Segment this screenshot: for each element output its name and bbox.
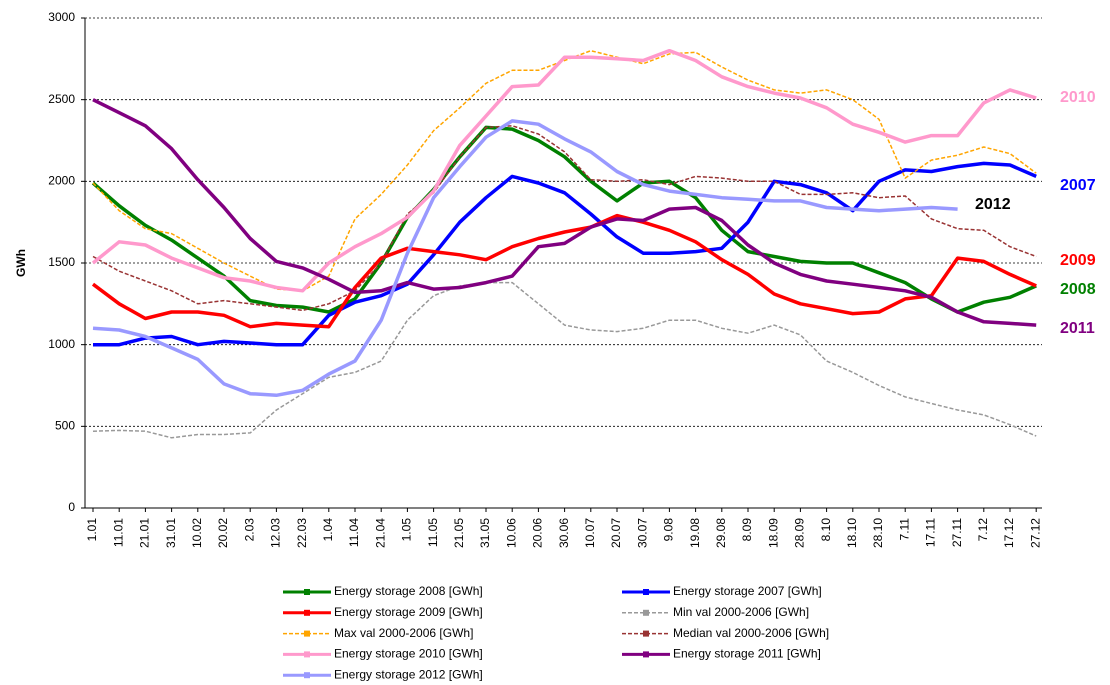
x-tick-label: 21.05 <box>452 518 466 548</box>
x-tick-label: 20.02 <box>216 518 230 548</box>
x-tick-label: 11.05 <box>426 518 440 547</box>
annotation: 2012 <box>975 196 1011 213</box>
x-tick-label: 1.01 <box>85 518 99 542</box>
legend-marker <box>304 609 310 616</box>
legend-label: Energy storage 2011 [GWh] <box>673 647 821 661</box>
x-tick-label: 20.07 <box>609 518 623 548</box>
annotation: 2010 <box>1060 89 1096 106</box>
y-tick-label: 1000 <box>48 337 75 351</box>
x-tick-label: 9.08 <box>662 518 676 542</box>
annotation: 2011 <box>1060 320 1095 337</box>
y-tick-label: 2000 <box>48 174 75 188</box>
series-line <box>91 213 1037 329</box>
x-tick-label: 10.02 <box>190 518 204 548</box>
legend-marker <box>643 609 649 616</box>
x-tick-label: 12.03 <box>269 518 283 548</box>
x-tick-label: 28.09 <box>793 518 807 548</box>
x-tick-label: 1.05 <box>400 518 414 542</box>
legend-label: Energy storage 2010 [GWh] <box>334 647 483 661</box>
x-tick-label: 31.05 <box>478 518 492 548</box>
x-tick-label: 11.01 <box>111 518 125 547</box>
x-tick-label: 8.09 <box>740 518 754 542</box>
legend-marker <box>643 589 649 595</box>
series-line <box>92 98 1037 327</box>
annotation: 2009 <box>1060 252 1096 269</box>
x-tick-label: 21.01 <box>138 518 152 548</box>
legend-marker <box>304 630 310 637</box>
x-tick-label: 10.07 <box>583 518 597 548</box>
legend-label: Energy storage 2012 [GWh] <box>334 667 483 681</box>
series-line <box>91 125 1037 314</box>
y-tick-label: 1500 <box>48 255 75 269</box>
series-line <box>92 49 1037 292</box>
x-tick-label: 30.07 <box>635 518 649 548</box>
annotation: 2008 <box>1060 281 1096 298</box>
series-line <box>92 281 1037 439</box>
legend-marker <box>643 630 649 637</box>
x-tick-label: 31.01 <box>164 518 178 548</box>
x-tick-label: 21.04 <box>373 518 387 548</box>
series-line <box>92 125 1037 312</box>
x-tick-label: 18.10 <box>845 518 859 548</box>
y-tick-label: 3000 <box>48 10 75 24</box>
x-tick-label: 27.12 <box>1028 518 1042 548</box>
y-tick-label: 500 <box>55 419 75 433</box>
legend-label: Energy storage 2009 [GWh] <box>334 605 483 619</box>
x-tick-label: 2.03 <box>242 518 256 542</box>
legend-marker <box>643 651 649 658</box>
x-tick-label: 17.12 <box>1002 518 1016 548</box>
annotation: 2007 <box>1060 177 1096 194</box>
legend-label: Energy storage 2007 [GWh] <box>673 584 822 598</box>
y-tick-label: 2500 <box>48 92 75 106</box>
legend-label: Energy storage 2008 [GWh] <box>334 584 483 598</box>
legend-label: Max val 2000-2006 [GWh] <box>334 626 473 640</box>
series-line <box>92 119 958 398</box>
legend-label: Median val 2000-2006 [GWh] <box>673 626 829 640</box>
y-tick-label: 0 <box>68 500 75 514</box>
x-tick-label: 1.04 <box>321 518 335 542</box>
x-tick-label: 8.10 <box>819 518 833 542</box>
x-tick-label: 22.03 <box>295 518 309 548</box>
x-tick-label: 30.06 <box>557 518 571 548</box>
legend-label: Min val 2000-2006 [GWh] <box>673 605 809 619</box>
x-tick-label: 7.12 <box>976 518 990 542</box>
legend-marker <box>304 651 310 658</box>
legend-marker <box>304 672 310 679</box>
x-tick-label: 17.11 <box>924 518 938 547</box>
x-tick-label: 28.10 <box>871 518 885 548</box>
x-tick-label: 27.11 <box>950 518 964 547</box>
x-tick-label: 7.11 <box>897 518 911 541</box>
series-line <box>91 48 1037 293</box>
series-line <box>93 161 1037 347</box>
x-tick-label: 18.09 <box>766 518 780 548</box>
y-axis-label: GWh <box>14 249 28 277</box>
x-tick-label: 10.06 <box>504 518 518 548</box>
x-tick-label: 19.08 <box>688 518 702 548</box>
x-tick-label: 20.06 <box>531 518 545 548</box>
x-tick-label: 11.04 <box>347 518 361 547</box>
legend-marker <box>304 589 310 595</box>
x-tick-label: 29.08 <box>714 518 728 548</box>
